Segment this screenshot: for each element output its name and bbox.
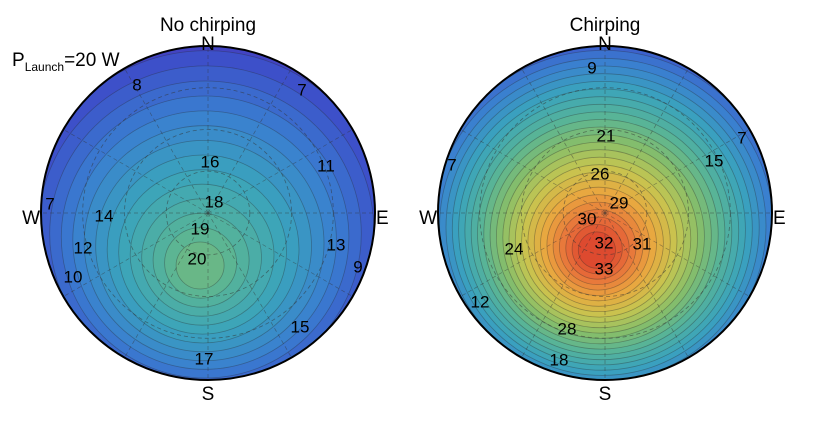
contour-label-chirping: 28 xyxy=(558,319,577,338)
contour-fill-no-chirping xyxy=(41,46,375,380)
polar-outline-no-chirping xyxy=(40,45,376,381)
compass-north-no-chirping: N xyxy=(201,34,215,55)
contour-label-chirping: 15 xyxy=(705,151,724,170)
launch-power-symbol: P xyxy=(12,50,25,71)
contour-label-chirping: 7 xyxy=(737,128,746,147)
compass-west-no-chirping: W xyxy=(22,208,40,229)
contour-label-chirping: 12 xyxy=(471,292,490,311)
contour-label-chirping: 18 xyxy=(550,350,569,369)
compass-north-chirping: N xyxy=(598,34,612,55)
grid-ring xyxy=(479,87,731,339)
contour-label-chirping: 21 xyxy=(597,126,616,145)
grid-ring xyxy=(521,129,689,297)
chart-title-no-chirping: No chirping xyxy=(160,15,256,36)
contour-label-no-chirping: 7 xyxy=(297,80,306,99)
contour-label-chirping: 32 xyxy=(595,233,614,252)
contour-label-no-chirping: 8 xyxy=(132,75,141,94)
launch-power-value: =20 W xyxy=(64,50,120,71)
chart-title-chirping: Chirping xyxy=(570,15,641,36)
contour-label-chirping: 29 xyxy=(610,193,629,212)
contour-label-no-chirping: 9 xyxy=(353,257,362,276)
contour-label-chirping: 7 xyxy=(447,155,456,174)
polar-plot-no-chirping: No chirping N S E W PLaunch=20 W 8 7 11 16 1… xyxy=(12,15,389,405)
contour-band xyxy=(577,231,616,269)
contour-label-no-chirping: 19 xyxy=(191,219,210,238)
contour-label-no-chirping: 15 xyxy=(291,317,310,336)
contour-label-no-chirping: 17 xyxy=(195,349,214,368)
contour-label-no-chirping: 16 xyxy=(201,152,220,171)
compass-east-no-chirping: E xyxy=(376,208,389,229)
polar-grid-chirping xyxy=(438,46,772,380)
contour-label-no-chirping: 12 xyxy=(74,238,93,257)
compass-west-chirping: W xyxy=(419,208,437,229)
contour-label-no-chirping: 13 xyxy=(327,235,346,254)
launch-power-subscript: Launch xyxy=(25,60,64,74)
contour-fill-chirping xyxy=(438,46,772,380)
contour-label-no-chirping: 14 xyxy=(95,206,114,225)
grid-ring xyxy=(165,170,251,256)
grid-ring xyxy=(562,170,648,256)
contour-label-no-chirping: 11 xyxy=(317,156,335,175)
contour-label-chirping: 33 xyxy=(595,259,614,278)
grid-ring xyxy=(124,129,292,297)
compass-south-no-chirping: S xyxy=(202,384,215,405)
contour-label-chirping: 9 xyxy=(587,58,596,77)
compass-south-chirping: S xyxy=(599,384,612,405)
contour-label-no-chirping: 7 xyxy=(45,194,54,213)
polar-outline-chirping xyxy=(437,45,773,381)
contour-label-chirping: 30 xyxy=(578,209,597,228)
contour-labels-no-chirping: 8 7 11 16 18 7 14 19 13 12 20 9 10 15 17 xyxy=(45,75,362,368)
contour-label-chirping: 26 xyxy=(591,164,610,183)
contour-label-no-chirping: 10 xyxy=(64,267,83,286)
contour-label-no-chirping: 18 xyxy=(205,192,224,211)
contour-band xyxy=(175,241,225,290)
compass-east-chirping: E xyxy=(773,208,786,229)
grid-ring xyxy=(82,87,334,339)
polar-grid-no-chirping xyxy=(41,46,375,380)
contour-label-chirping: 31 xyxy=(633,234,652,253)
contour-label-no-chirping: 20 xyxy=(188,249,207,268)
launch-power-annotation: PLaunch=20 W xyxy=(12,50,120,74)
contour-label-chirping: 24 xyxy=(505,239,524,258)
